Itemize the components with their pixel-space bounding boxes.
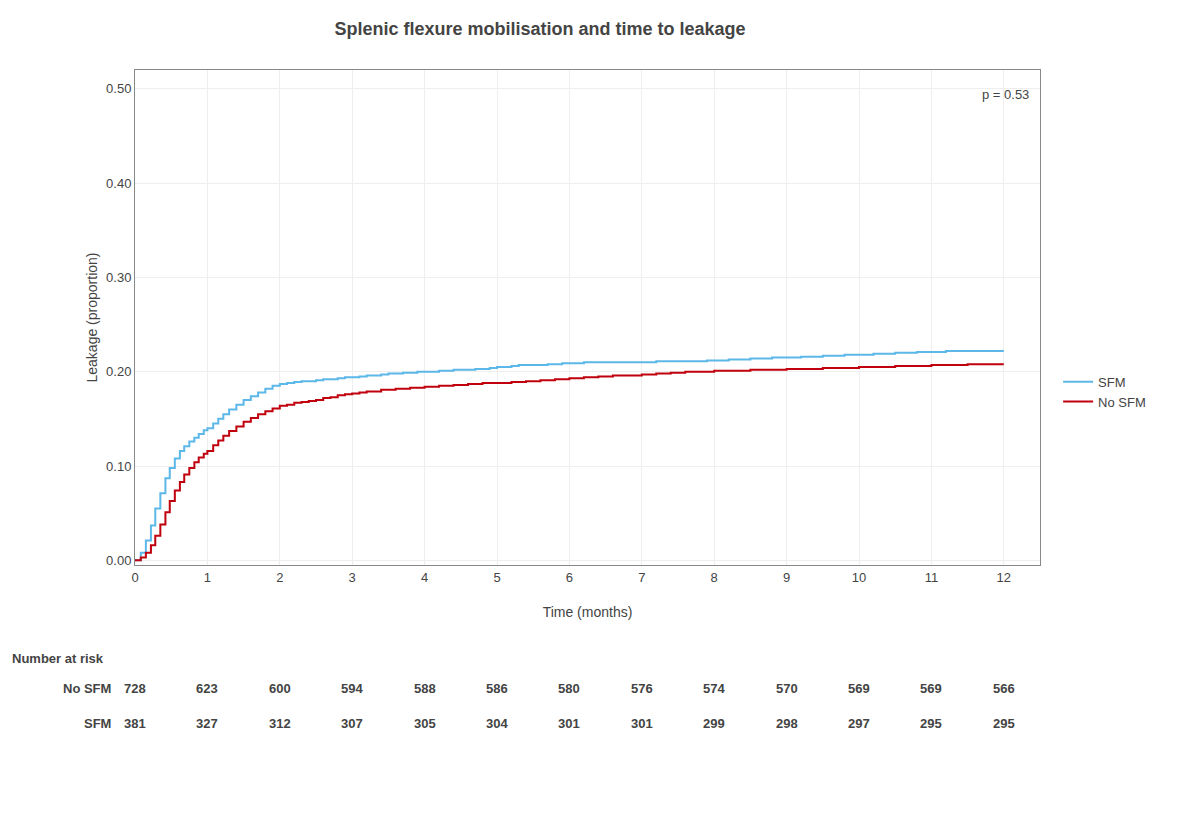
svg-text:No SFM: No SFM	[63, 681, 111, 696]
svg-text:297: 297	[848, 716, 870, 731]
svg-text:Time (months): Time (months)	[543, 604, 633, 620]
svg-text:4: 4	[421, 570, 428, 585]
svg-text:1: 1	[204, 570, 211, 585]
svg-text:0.30: 0.30	[106, 270, 131, 285]
svg-text:2: 2	[276, 570, 283, 585]
svg-text:SFM: SFM	[84, 716, 111, 731]
svg-text:594: 594	[341, 681, 363, 696]
svg-text:327: 327	[196, 716, 218, 731]
svg-text:301: 301	[558, 716, 580, 731]
svg-text:10: 10	[852, 570, 866, 585]
svg-text:0.40: 0.40	[106, 176, 131, 191]
svg-text:0.10: 0.10	[106, 459, 131, 474]
svg-text:299: 299	[703, 716, 725, 731]
svg-text:p = 0.53: p = 0.53	[982, 87, 1029, 102]
svg-text:8: 8	[711, 570, 718, 585]
svg-text:3: 3	[349, 570, 356, 585]
svg-text:295: 295	[993, 716, 1015, 731]
svg-text:9: 9	[783, 570, 790, 585]
svg-text:0.20: 0.20	[106, 364, 131, 379]
svg-text:569: 569	[920, 681, 942, 696]
svg-text:Splenic flexure mobilisation a: Splenic flexure mobilisation and time to…	[334, 19, 745, 39]
svg-text:301: 301	[631, 716, 653, 731]
svg-text:566: 566	[993, 681, 1015, 696]
svg-text:12: 12	[997, 570, 1011, 585]
svg-text:569: 569	[848, 681, 870, 696]
svg-text:11: 11	[925, 570, 939, 585]
svg-text:728: 728	[124, 681, 146, 696]
svg-text:0: 0	[131, 570, 138, 585]
svg-text:SFM: SFM	[1098, 375, 1125, 390]
svg-text:304: 304	[486, 716, 508, 731]
svg-text:312: 312	[269, 716, 291, 731]
svg-text:588: 588	[414, 681, 436, 696]
svg-text:586: 586	[486, 681, 508, 696]
svg-text:574: 574	[703, 681, 725, 696]
svg-text:Number at risk: Number at risk	[12, 651, 104, 666]
svg-text:623: 623	[196, 681, 218, 696]
svg-text:307: 307	[341, 716, 363, 731]
svg-text:Leakage (proportion): Leakage (proportion)	[84, 253, 100, 383]
svg-text:580: 580	[558, 681, 580, 696]
svg-text:298: 298	[776, 716, 798, 731]
svg-text:5: 5	[493, 570, 500, 585]
svg-text:No SFM: No SFM	[1098, 395, 1146, 410]
svg-text:381: 381	[124, 716, 146, 731]
svg-text:6: 6	[566, 570, 573, 585]
svg-text:0.00: 0.00	[106, 553, 131, 568]
svg-text:295: 295	[920, 716, 942, 731]
svg-text:7: 7	[638, 570, 645, 585]
svg-text:0.50: 0.50	[106, 81, 131, 96]
svg-text:600: 600	[269, 681, 291, 696]
svg-text:570: 570	[776, 681, 798, 696]
svg-text:305: 305	[414, 716, 436, 731]
svg-text:576: 576	[631, 681, 653, 696]
